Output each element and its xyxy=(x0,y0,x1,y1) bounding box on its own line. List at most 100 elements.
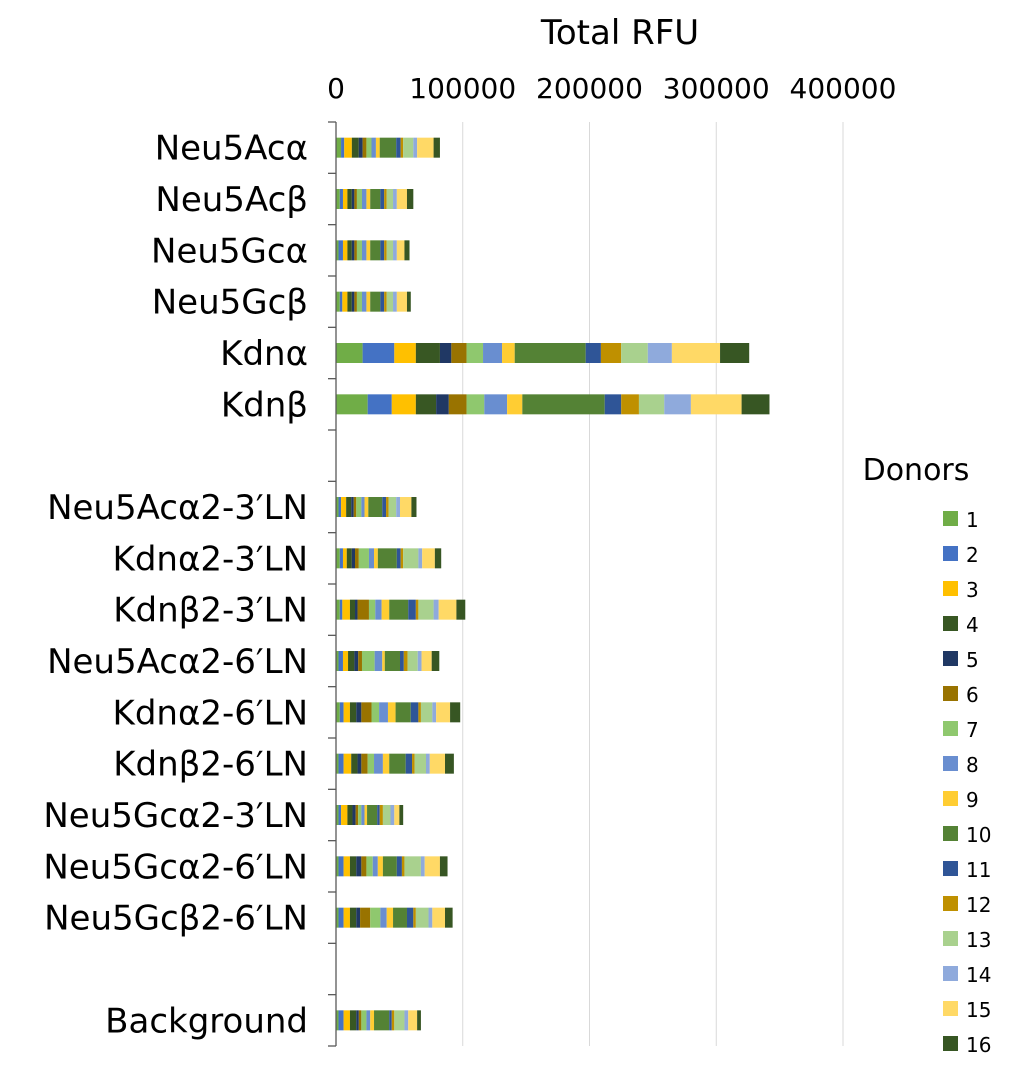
bar-segment xyxy=(386,189,394,209)
bar-segment xyxy=(374,753,383,774)
bar-segment xyxy=(356,856,362,877)
bar-segment xyxy=(343,1010,350,1031)
bar-segment xyxy=(354,240,357,261)
bar-segment xyxy=(400,497,412,517)
bar-segment xyxy=(356,291,362,312)
bar-segment xyxy=(425,753,430,774)
legend-label: 5 xyxy=(966,648,979,672)
bar-segment xyxy=(456,599,466,620)
bar-segment xyxy=(391,394,416,415)
bar-segment xyxy=(356,189,362,209)
bar-segment xyxy=(349,1010,357,1031)
bar-segment xyxy=(349,856,357,877)
bar-segment xyxy=(357,753,362,774)
bar-segment xyxy=(370,291,381,312)
bar-segment xyxy=(720,343,750,363)
bar-segment xyxy=(343,856,350,877)
category-label: Neu5Acα2-6′LN xyxy=(47,642,308,682)
bar-segment xyxy=(349,907,357,928)
legend-label: 4 xyxy=(966,613,979,637)
bar-segment xyxy=(420,856,425,877)
bar-segment xyxy=(342,291,348,312)
legend-swatch xyxy=(943,1001,958,1016)
bar-segment xyxy=(404,240,410,261)
legend-label: 14 xyxy=(966,963,991,987)
bar-segment xyxy=(346,497,352,517)
bar-segment xyxy=(361,805,365,825)
bar-segment xyxy=(371,137,376,158)
bar-segment xyxy=(371,702,380,723)
category-labels: Neu5Acα Neu5Acβ Neu5Gcα Neu5Gcβ Kdnα Kdnβ Neu5… xyxy=(43,129,308,1042)
bar-segment xyxy=(375,137,380,158)
bar-segment xyxy=(366,189,371,209)
bar-segment xyxy=(356,702,362,723)
bar-segment xyxy=(343,753,352,774)
bar-segment xyxy=(394,1010,405,1031)
bar-segment xyxy=(621,394,639,415)
category-label: Kdnα2-3′LN xyxy=(113,539,308,579)
bar-segment xyxy=(349,702,357,723)
bar-segment xyxy=(336,240,339,261)
legend-title: Donors xyxy=(863,453,970,488)
bar-segment xyxy=(361,651,375,671)
bar-segment xyxy=(380,240,385,261)
bar-segment xyxy=(354,291,357,312)
bar-segment xyxy=(621,343,648,363)
bar-segment xyxy=(377,805,380,825)
bar-segment xyxy=(336,548,340,569)
bar-segment xyxy=(351,497,354,517)
legend-swatch xyxy=(943,511,958,526)
bar-segment xyxy=(647,343,672,363)
bar-segment xyxy=(339,189,343,209)
bar-segment xyxy=(403,651,408,671)
bar-segment xyxy=(393,240,397,261)
bar-segment xyxy=(466,394,485,415)
bar-segment xyxy=(338,753,344,774)
bar-segment xyxy=(379,137,397,158)
bar-segment xyxy=(451,343,467,363)
bar-segment xyxy=(356,497,362,517)
bar-segment xyxy=(384,240,387,261)
bar-segment xyxy=(336,1010,339,1031)
bar-segment xyxy=(438,599,457,620)
category-label: Neu5Gcα xyxy=(151,231,308,271)
bar-segment xyxy=(375,599,382,620)
bar-segment xyxy=(741,394,770,415)
legend-label: 15 xyxy=(966,998,991,1022)
bar-segment xyxy=(396,548,401,569)
bar-segment xyxy=(370,907,381,928)
bar-segment xyxy=(361,1010,367,1031)
bar-segment xyxy=(370,240,381,261)
bar-segment xyxy=(351,240,355,261)
bar-segment xyxy=(432,907,446,928)
bar-segment xyxy=(382,651,385,671)
bar-segment xyxy=(356,240,362,261)
bar-segment xyxy=(424,856,440,877)
bar-segment xyxy=(418,548,423,569)
bar-segment xyxy=(380,907,387,928)
bar-segment xyxy=(368,497,383,517)
bar-segment xyxy=(361,291,367,312)
bar-segment xyxy=(349,599,356,620)
bar-segment xyxy=(393,189,397,209)
bar-segment xyxy=(358,651,362,671)
bar-segment xyxy=(336,805,339,825)
bar-segment xyxy=(396,497,401,517)
category-label: Neu5Acα xyxy=(155,129,308,169)
bar-segment xyxy=(395,702,411,723)
legend-swatch xyxy=(943,791,958,806)
bar-segment xyxy=(379,702,388,723)
bar-segment xyxy=(604,394,622,415)
bar-segment xyxy=(386,291,394,312)
bar-segment xyxy=(422,548,435,569)
bar-segment xyxy=(394,805,400,825)
legend-swatch xyxy=(943,686,958,701)
bar-segment xyxy=(396,856,402,877)
bar-segment xyxy=(671,343,721,363)
legend-label: 3 xyxy=(966,578,979,602)
bar-segment xyxy=(374,651,383,671)
bar-segment xyxy=(417,137,434,158)
bar-segment xyxy=(433,599,439,620)
legend-swatch xyxy=(943,966,958,981)
category-label: Kdnα xyxy=(220,334,308,374)
